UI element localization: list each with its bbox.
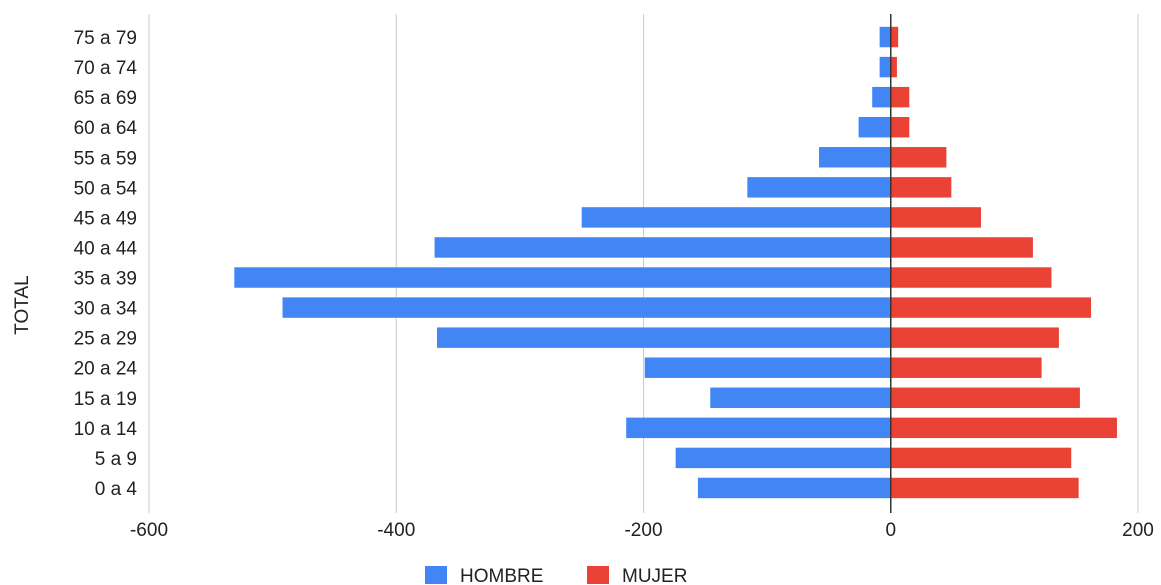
bar-hombre-25-a-29 [437, 327, 891, 348]
bar-hombre-0-a-4 [697, 477, 891, 499]
y-tick-label: 50 a 54 [74, 178, 138, 199]
bar-mujer-25-a-29 [890, 327, 1059, 348]
y-tick-label: 55 a 59 [74, 148, 137, 169]
bar-mujer-40-a-44 [890, 237, 1033, 258]
bar-hombre-35-a-39 [234, 267, 891, 288]
y-tick-label: 10 a 14 [74, 419, 138, 440]
bar-hombre-70-a-74 [879, 56, 891, 78]
x-tick-label: -600 [130, 520, 168, 541]
bar-mujer-45-a-49 [890, 207, 981, 228]
bars [234, 26, 1117, 499]
y-tick-label: 35 a 39 [74, 269, 137, 290]
bar-hombre-65-a-69 [872, 86, 891, 108]
y-tick-labels: 0 a 4 5 a 9 10 a 14 15 a 19 20 a 24 25 a 29 30… [74, 28, 138, 500]
legend-swatch-hombre [425, 566, 447, 584]
y-tick-label: 15 a 19 [74, 389, 137, 410]
bar-hombre-20-a-24 [644, 357, 891, 378]
y-tick-label: 20 a 24 [74, 359, 138, 380]
legend: HOMBRE MUJER [425, 566, 687, 585]
bar-mujer-65-a-69 [890, 86, 910, 108]
bar-hombre-10-a-14 [626, 417, 891, 439]
bar-mujer-0-a-4 [890, 477, 1079, 499]
bar-hombre-50-a-54 [747, 177, 891, 198]
legend-label-hombre: HOMBRE [460, 566, 543, 585]
bar-hombre-5-a-9 [675, 447, 891, 469]
bar-mujer-15-a-19 [890, 387, 1080, 409]
bar-mujer-35-a-39 [890, 267, 1052, 288]
bar-mujer-70-a-74 [890, 56, 897, 78]
legend-label-mujer: MUJER [622, 566, 687, 585]
y-tick-label: 25 a 29 [74, 329, 137, 350]
y-tick-label: 30 a 34 [74, 299, 138, 320]
y-tick-label: 5 a 9 [95, 449, 137, 470]
bar-mujer-60-a-64 [890, 116, 910, 138]
legend-swatch-mujer [587, 566, 609, 584]
bar-hombre-60-a-64 [858, 116, 891, 138]
x-tick-labels: -600 -400 -200 0 200 [130, 520, 1154, 541]
y-tick-label: 60 a 64 [74, 118, 138, 139]
bar-mujer-50-a-54 [890, 177, 952, 198]
bar-mujer-30-a-34 [890, 297, 1092, 318]
gridlines [148, 14, 1139, 513]
bar-mujer-10-a-14 [890, 417, 1117, 439]
bar-hombre-75-a-79 [879, 26, 891, 48]
x-tick-label: 200 [1122, 520, 1154, 541]
x-tick-label: 0 [885, 520, 896, 541]
y-tick-label: 65 a 69 [74, 88, 137, 109]
bar-hombre-40-a-44 [434, 237, 891, 258]
bar-mujer-55-a-59 [890, 147, 947, 168]
bar-hombre-30-a-34 [282, 297, 891, 318]
y-axis-title: TOTAL [12, 275, 33, 334]
y-tick-label: 45 a 49 [74, 208, 137, 229]
x-tick-label: -400 [377, 520, 415, 541]
y-tick-label: 75 a 79 [74, 28, 137, 49]
bar-hombre-15-a-19 [710, 387, 891, 409]
x-tick-label: -200 [624, 520, 662, 541]
bar-hombre-45-a-49 [581, 207, 891, 228]
y-tick-label: 70 a 74 [74, 58, 138, 79]
y-tick-label: 0 a 4 [95, 479, 138, 500]
bar-mujer-20-a-24 [890, 357, 1042, 378]
bar-mujer-5-a-9 [890, 447, 1072, 469]
bar-mujer-75-a-79 [890, 26, 899, 48]
y-tick-label: 40 a 44 [74, 238, 138, 259]
bar-hombre-55-a-59 [819, 147, 891, 168]
